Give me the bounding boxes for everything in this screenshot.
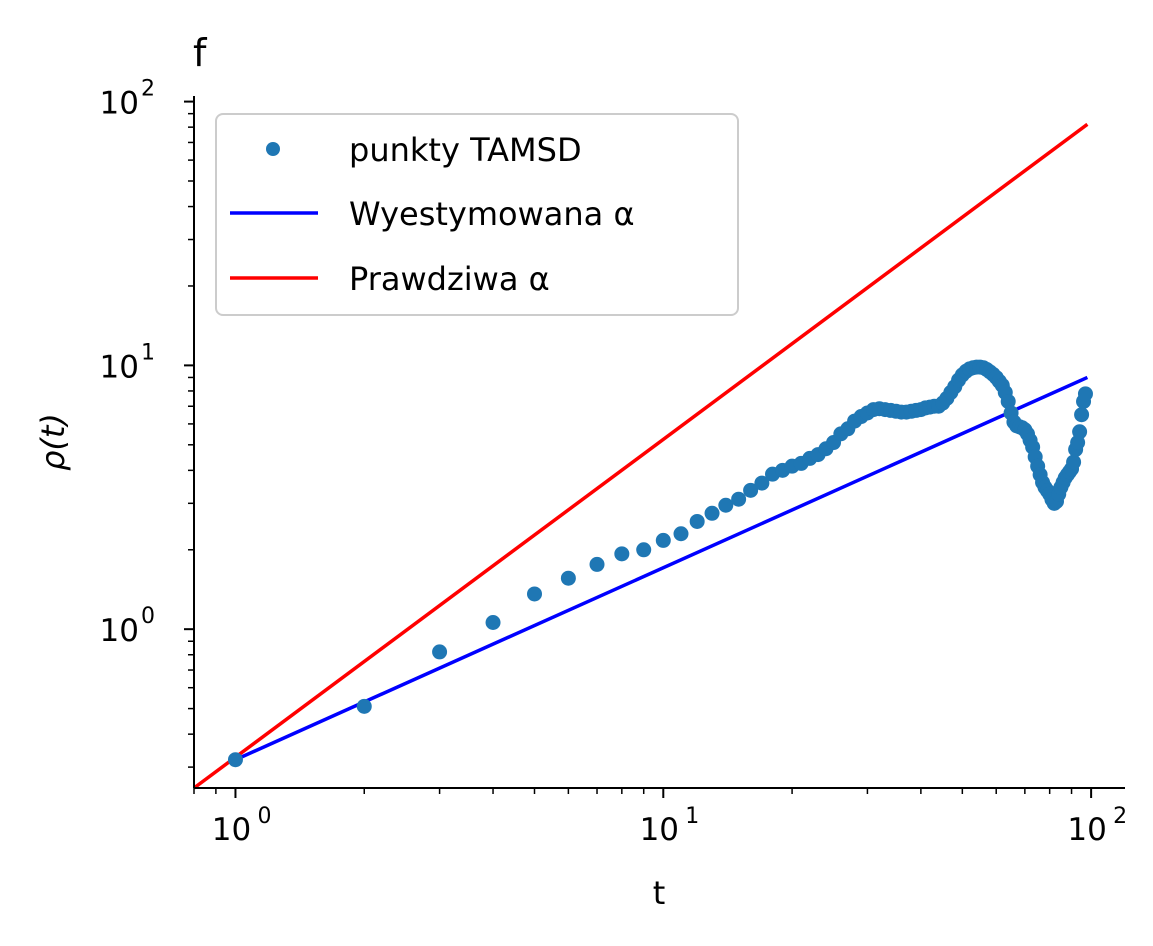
legend-label-tamsd: punkty TAMSD xyxy=(349,131,582,169)
legend: punkty TAMSD Wyestymowana α Prawdziwa α xyxy=(215,113,739,316)
tamsd-point xyxy=(673,526,689,542)
tamsd-point xyxy=(1000,393,1016,409)
x-tick-exponent: 1 xyxy=(685,804,699,829)
x-tick-label: 10 xyxy=(640,812,679,848)
tamsd-point xyxy=(1074,407,1090,423)
x-tick-label: 10 xyxy=(212,812,251,848)
y-tick-exponent: 0 xyxy=(141,604,155,629)
tamsd-point xyxy=(754,475,770,491)
y-axis-label: ρ(t) xyxy=(34,413,72,471)
tamsd-point xyxy=(636,542,652,558)
legend-label-true: Prawdziwa α xyxy=(349,260,550,298)
tamsd-point xyxy=(704,505,720,521)
legend-marker-tamsd xyxy=(266,142,280,156)
plot-area xyxy=(192,122,1093,790)
tamsd-point xyxy=(743,482,759,498)
x-tick-label: 10 xyxy=(1067,812,1106,848)
tamsd-point xyxy=(731,491,747,507)
tamsd-point xyxy=(655,532,671,548)
tamsd-point xyxy=(560,570,576,586)
y-tick-label: 10 xyxy=(100,349,139,385)
tamsd-point xyxy=(718,497,734,513)
tamsd-point xyxy=(485,615,501,631)
y-tick-label: 10 xyxy=(100,86,139,122)
y-tick-exponent: 2 xyxy=(141,77,155,102)
true-alpha-line xyxy=(192,122,1089,790)
legend-frame xyxy=(215,113,739,316)
tamsd-point xyxy=(589,556,605,572)
tamsd-point xyxy=(689,513,705,529)
legend-label-estimated: Wyestymowana α xyxy=(349,195,635,233)
panel-label: f xyxy=(193,31,208,75)
x-tick-exponent: 0 xyxy=(257,804,271,829)
tamsd-point xyxy=(227,752,243,768)
y-tick-label: 10 xyxy=(100,613,139,649)
x-axis-label: t xyxy=(653,874,666,912)
tamsd-point xyxy=(1066,454,1082,470)
tamsd-point xyxy=(432,644,448,660)
tamsd-point xyxy=(1077,386,1093,402)
x-tick-exponent: 2 xyxy=(1113,804,1127,829)
tamsd-point xyxy=(356,698,372,714)
tamsd-point xyxy=(527,586,543,602)
axis-ticks: 10 0 10 1 10 210 010 110 2 xyxy=(100,77,1128,848)
tamsd-point xyxy=(1072,424,1088,440)
tamsd-point xyxy=(614,546,630,562)
y-tick-exponent: 1 xyxy=(141,340,155,365)
estimated-alpha-line xyxy=(234,375,1089,762)
